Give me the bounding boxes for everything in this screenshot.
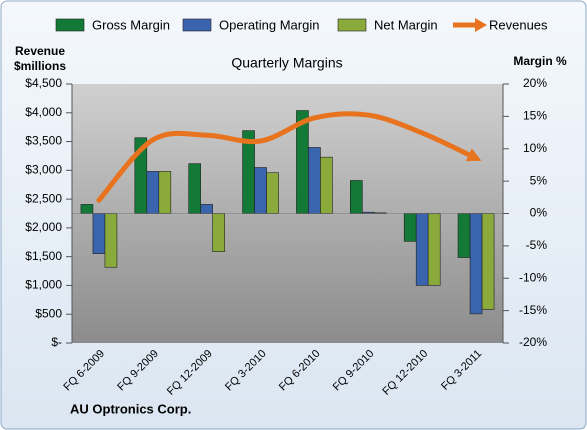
legend-label: Operating Margin: [219, 17, 319, 32]
bar: [158, 171, 172, 214]
bar: [92, 213, 106, 254]
y-tick-label: $2,000: [25, 220, 62, 234]
y-tick-label: $1,000: [25, 278, 62, 292]
legend-swatch: [337, 18, 367, 32]
y-tick-label: $3,000: [25, 163, 62, 177]
legend-swatch: [55, 18, 85, 32]
legend-label: Gross Margin: [92, 17, 170, 32]
revenue-line: [96, 111, 479, 203]
bar: [403, 213, 417, 242]
y2-tick-label: 20%: [523, 76, 547, 90]
bar: [254, 167, 267, 214]
bar: [415, 213, 429, 286]
bar: [80, 204, 94, 214]
legend-label: Net Margin: [374, 17, 438, 32]
y-tick-label: $1,500: [25, 249, 62, 263]
bar: [212, 213, 225, 253]
y2-tick-label: 5%: [530, 173, 548, 187]
y2-tick-label: 0%: [530, 206, 548, 220]
y2-axis-title: Margin %: [513, 54, 567, 68]
legend-label: Revenues: [489, 17, 548, 32]
y2-tick-label: -10%: [519, 270, 547, 284]
y2-tick-label: 15%: [523, 109, 547, 123]
bar: [104, 213, 118, 268]
y2-tick-label: 10%: [523, 141, 547, 155]
y-tick-label: $-: [51, 335, 62, 349]
y2-tick-label: -15%: [519, 303, 547, 317]
bar: [481, 213, 495, 310]
y2-tick-label: -5%: [526, 238, 548, 252]
chart-title: Quarterly Margins: [231, 55, 342, 71]
bar: [188, 163, 201, 214]
bar: [308, 147, 321, 214]
source-note: AU Optronics Corp.: [70, 401, 191, 416]
bar: [320, 156, 333, 214]
y-tick-label: $4,500: [25, 76, 62, 90]
bar: [146, 171, 160, 214]
y-tick-label: $2,500: [25, 191, 62, 205]
bar: [200, 204, 213, 214]
legend-swatch: [475, 18, 487, 32]
y-tick-label: $4,000: [25, 105, 62, 119]
y2-tick-label: -20%: [519, 335, 547, 349]
bar: [457, 213, 471, 258]
legend-swatch: [182, 18, 212, 32]
y-axis-title: Revenue: [15, 44, 65, 58]
bar: [469, 213, 483, 315]
y-tick-label: $3,500: [25, 134, 62, 148]
bar: [427, 213, 441, 286]
y-axis-title: $millions: [14, 59, 66, 73]
bar: [266, 172, 279, 214]
line-arrowhead: [465, 148, 482, 162]
bar: [350, 180, 363, 214]
y-tick-label: $500: [35, 306, 62, 320]
